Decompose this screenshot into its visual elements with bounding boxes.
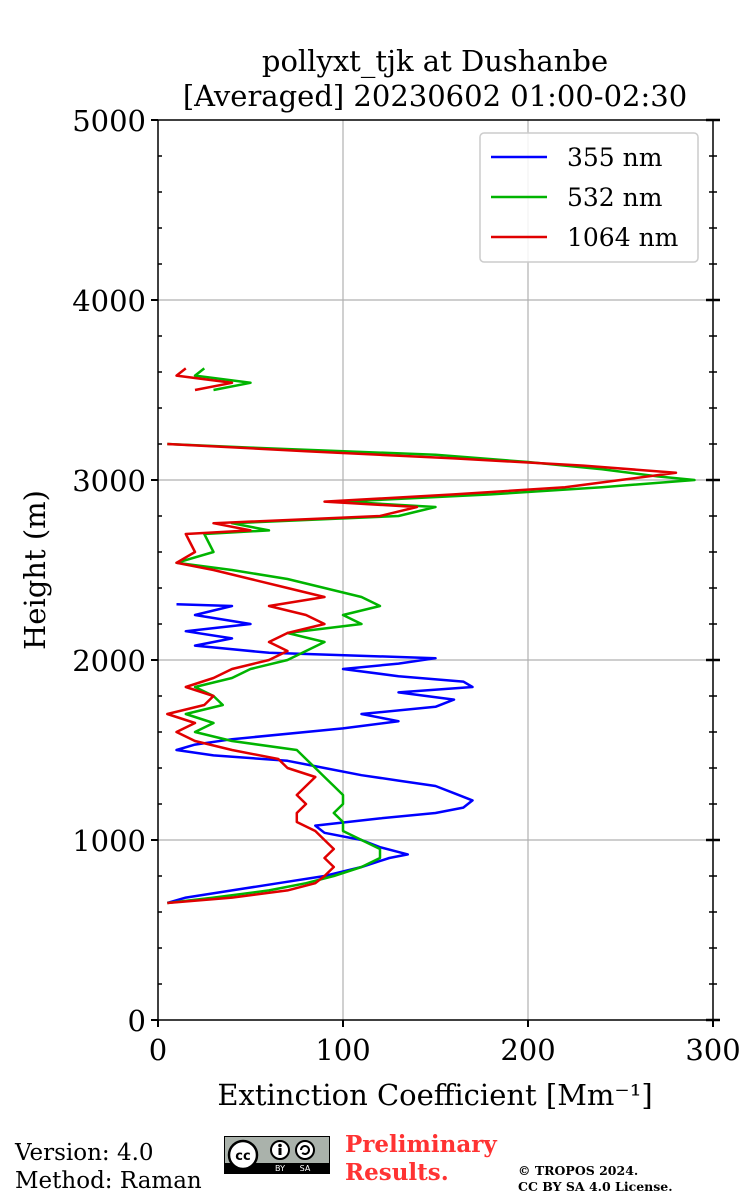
x-tick-label: 200 — [500, 1033, 555, 1067]
y-tick-label: 3000 — [72, 464, 146, 498]
svg-text:BY: BY — [275, 1164, 285, 1173]
plot-frame — [157, 119, 714, 1021]
series-line — [166, 442, 678, 905]
series-1064-nm — [166, 367, 678, 905]
cc-license-badge: cc BY SA — [224, 1136, 330, 1174]
version-info: Version: 4.0 Method: Raman — [15, 1139, 202, 1195]
legend-entry: 355 nm — [567, 143, 663, 172]
x-axis-label: Extinction Coefficient [Mm⁻¹] — [217, 1078, 652, 1112]
legend: 355 nm 532 nm 1064 nm — [479, 132, 699, 263]
legend-box — [479, 132, 699, 263]
y-tick-label: 0 — [128, 1004, 146, 1038]
preliminary-line-2: Results. — [345, 1159, 449, 1186]
series-line — [175, 367, 234, 392]
series-line — [166, 602, 474, 905]
series-355-nm — [166, 602, 474, 905]
copyright-note: © TROPOS 2024. CC BY SA 4.0 License. — [518, 1163, 673, 1195]
series-line — [193, 367, 252, 392]
x-tick-label: 100 — [315, 1033, 370, 1067]
x-tick-label: 300 — [685, 1033, 740, 1067]
preliminary-results-note: Preliminary Results. — [345, 1131, 497, 1187]
chart-title-line-1: pollyxt_tjk at Dushanbe — [262, 44, 608, 79]
y-tick-label: 4000 — [72, 284, 146, 318]
svg-text:SA: SA — [300, 1164, 311, 1173]
version-text: Version: 4.0 — [15, 1140, 154, 1166]
y-axis-label: Height (m) — [18, 490, 52, 650]
svg-text:cc: cc — [235, 1149, 250, 1164]
grid — [158, 120, 713, 1020]
x-tick-label: 0 — [149, 1033, 167, 1067]
preliminary-line-1: Preliminary — [345, 1131, 497, 1158]
method-text: Method: Raman — [15, 1168, 202, 1194]
copyright-line-2: CC BY SA 4.0 License. — [518, 1179, 673, 1194]
legend-entry: 1064 nm — [567, 223, 679, 252]
sa-icon — [295, 1140, 315, 1160]
y-tick-label: 2000 — [72, 644, 146, 678]
series-line — [167, 442, 696, 905]
cc-icon — [227, 1139, 259, 1171]
y-tick-label: 1000 — [72, 824, 146, 858]
chart-title-line-2: [Averaged] 20230602 01:00-02:30 — [183, 79, 687, 113]
copyright-line-1: © TROPOS 2024. — [518, 1163, 639, 1178]
y-tick-label: 5000 — [72, 104, 146, 138]
legend-entry: 532 nm — [567, 183, 663, 212]
series-layer — [166, 367, 696, 905]
